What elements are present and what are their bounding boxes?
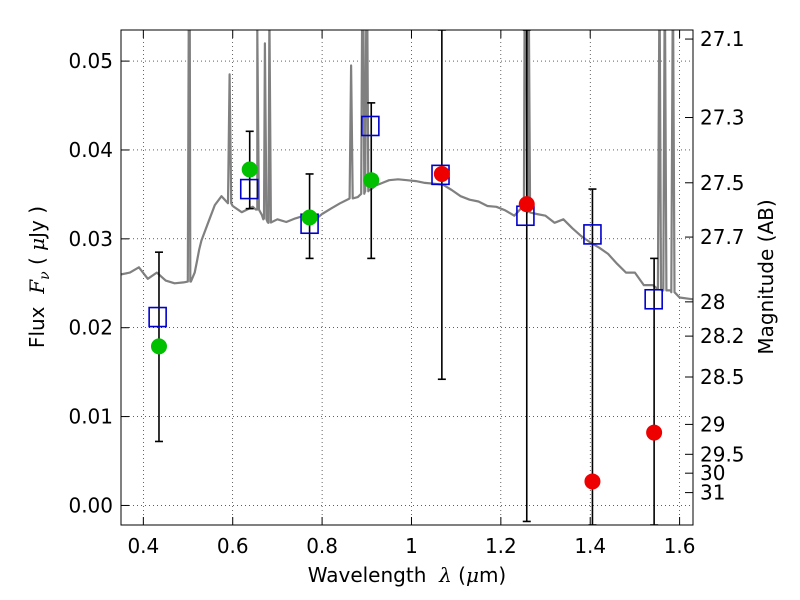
observed-flux-point xyxy=(518,196,535,213)
y2-tick-label: 29 xyxy=(700,412,725,436)
x-tick-label: 0.6 xyxy=(217,534,249,558)
x-tick-label: 1.6 xyxy=(664,534,696,558)
y-tick-label: 0.05 xyxy=(68,49,113,73)
y-axis-label: Flux Fν ( μJy ) xyxy=(25,206,53,348)
observed-flux-point xyxy=(433,165,450,182)
x-axis: 0.4 0.6 0.8 1 1.2 1.4 1.6 xyxy=(127,30,696,558)
y2-tick-label: 27.5 xyxy=(700,171,745,195)
plot-frame xyxy=(120,29,694,526)
y-axis: 0.00 0.01 0.02 0.03 0.04 0.05 xyxy=(68,49,129,517)
observed-flux-point xyxy=(301,209,318,226)
observed-flux-point xyxy=(150,338,167,355)
observed-flux-point xyxy=(363,172,380,189)
model-spectrum xyxy=(121,30,693,301)
model-photometry-square xyxy=(644,288,663,310)
y2-tick-label: 27.1 xyxy=(700,27,745,51)
y-tick-label: 0.01 xyxy=(68,405,113,429)
y-tick-label: 0.03 xyxy=(68,227,113,251)
observed-flux-point xyxy=(584,473,601,490)
data-markers xyxy=(148,115,663,490)
y2-tick-label: 31 xyxy=(700,481,725,505)
observed-flux-point xyxy=(241,161,258,178)
grid-lines xyxy=(121,30,693,525)
x-tick-label: 1.2 xyxy=(485,534,517,558)
model-photometry-square xyxy=(583,224,602,245)
observed-flux-point xyxy=(646,424,663,441)
x-tick-label: 1 xyxy=(405,534,418,558)
error-bars xyxy=(154,30,659,525)
model-photometry-square xyxy=(239,178,259,200)
y2-tick-label: 27.7 xyxy=(700,225,745,249)
plot-area-background xyxy=(121,30,693,525)
y2-axis-label: Magnitude (AB) xyxy=(754,199,778,354)
y-tick-label: 0.04 xyxy=(68,138,113,162)
x-tick-label: 0.8 xyxy=(306,534,338,558)
y2-tick-label: 28 xyxy=(700,290,725,314)
y-tick-label: 0.02 xyxy=(68,316,113,340)
y2-tick-label: 28.5 xyxy=(700,365,745,389)
plot-content xyxy=(121,30,693,525)
y2-tick-label: 27.3 xyxy=(700,106,745,130)
model-photometry-square xyxy=(361,115,380,137)
x-axis-label: Wavelength λ (μm) xyxy=(308,563,507,587)
y2-tick-label: 30 xyxy=(700,461,725,485)
x-tick-label: 1.4 xyxy=(574,534,606,558)
y-tick-label: 0.00 xyxy=(68,493,113,517)
spectrum-line xyxy=(121,30,693,301)
y2-tick-label: 29.5 xyxy=(700,442,745,466)
model-photometry-square xyxy=(148,306,167,328)
y2-tick-label: 28.2 xyxy=(700,324,745,348)
x-tick-label: 0.4 xyxy=(127,534,159,558)
